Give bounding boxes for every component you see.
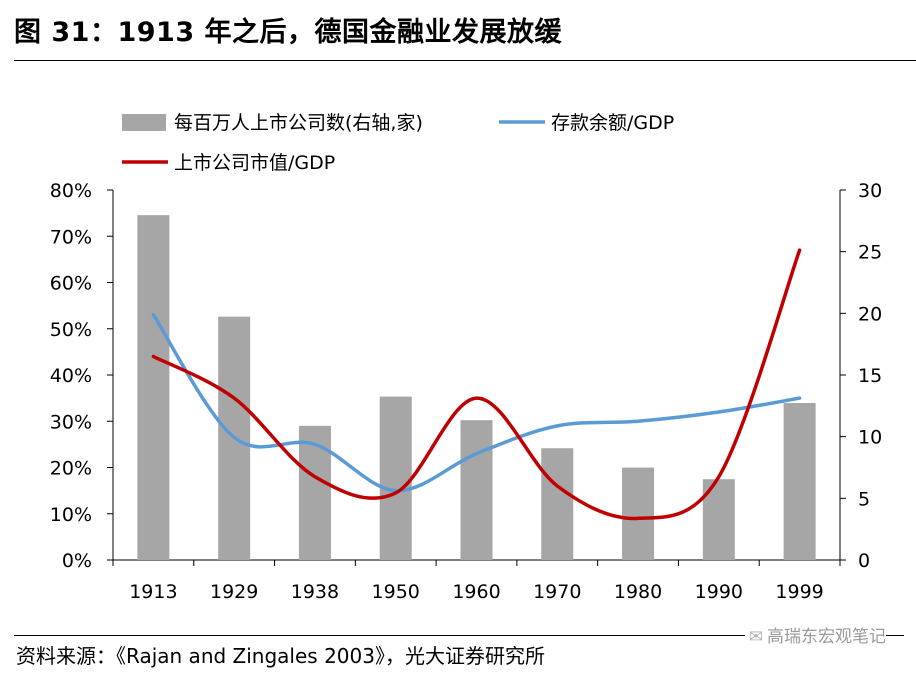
source-note: 资料来源：《Rajan and Zingales 2003》，光大证券研究所 bbox=[16, 644, 545, 668]
x-tick-label: 1999 bbox=[775, 581, 823, 603]
x-tick-label: 1980 bbox=[614, 581, 662, 603]
left-tick-label: 40% bbox=[50, 365, 92, 387]
right-tick-label: 0 bbox=[858, 550, 870, 572]
x-tick-label: 1929 bbox=[210, 581, 258, 603]
line-series bbox=[151, 248, 802, 521]
page-title: 图 31：1913 年之后，德国金融业发展放缓 bbox=[14, 17, 563, 48]
right-tick-label: 25 bbox=[858, 242, 882, 264]
axes: 0% 10% 20% 30% 40% 50% 60% 70% 80% 0 5 10 15 20 25 30 19… bbox=[50, 180, 882, 603]
wechat-icon: ✉ bbox=[748, 627, 763, 647]
x-tick-label: 1990 bbox=[695, 581, 743, 603]
bar-series bbox=[137, 215, 816, 560]
x-tick-label: 1950 bbox=[372, 581, 420, 603]
left-tick-label: 30% bbox=[50, 411, 92, 433]
legend: 每百万人上市公司数(右轴,家) 存款余额/GDP 上市公司市值/GDP bbox=[122, 112, 674, 174]
right-tick-label: 10 bbox=[858, 427, 882, 449]
right-tick-label: 20 bbox=[858, 303, 882, 325]
legend-label: 上市公司市值/GDP bbox=[174, 152, 335, 174]
watermark: ✉ 高瑞东宏观笔记 bbox=[744, 622, 886, 647]
title-divider bbox=[14, 60, 916, 61]
x-tick-label: 1938 bbox=[291, 581, 339, 603]
deposits-gdp-line bbox=[151, 313, 802, 493]
legend-swatch-bar bbox=[122, 114, 166, 131]
right-tick-label: 30 bbox=[858, 180, 882, 202]
left-tick-label: 60% bbox=[50, 273, 92, 295]
left-tick-label: 10% bbox=[50, 504, 92, 526]
market-cap-gdp-line bbox=[151, 248, 802, 521]
footer-divider bbox=[14, 635, 904, 636]
x-tick-label: 1970 bbox=[533, 581, 581, 603]
bar bbox=[137, 215, 170, 560]
left-tick-label: 80% bbox=[50, 180, 92, 202]
bar bbox=[379, 396, 412, 560]
bar bbox=[541, 448, 574, 560]
legend-label: 存款余额/GDP bbox=[551, 112, 674, 134]
bar bbox=[783, 402, 816, 560]
left-tick-label: 20% bbox=[50, 458, 92, 480]
legend-label: 每百万人上市公司数(右轴,家) bbox=[174, 112, 423, 134]
left-tick-label: 0% bbox=[62, 550, 92, 572]
x-tick-label: 1913 bbox=[129, 581, 177, 603]
bar bbox=[622, 467, 655, 560]
watermark-text: 高瑞东宏观笔记 bbox=[767, 627, 886, 647]
right-tick-label: 15 bbox=[858, 365, 882, 387]
left-tick-label: 70% bbox=[50, 226, 92, 248]
left-tick-label: 50% bbox=[50, 319, 92, 341]
bar bbox=[460, 420, 493, 560]
right-tick-label: 5 bbox=[858, 488, 870, 510]
x-tick-label: 1960 bbox=[452, 581, 500, 603]
